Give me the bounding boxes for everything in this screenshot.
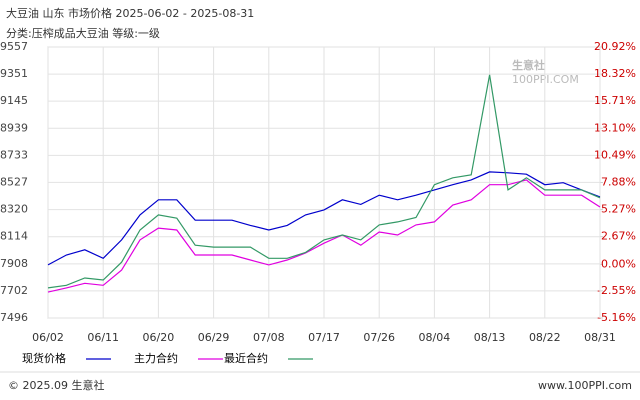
y-tick-label: 8320 <box>0 203 28 216</box>
x-tick-label: 07/08 <box>253 331 285 344</box>
chart-title: 大豆油 山东 市场价格 2025-06-02 - 2025-08-31 <box>6 6 254 20</box>
x-tick-label: 06/02 <box>32 331 64 344</box>
y2-tick-label: 10.49% <box>594 148 636 161</box>
legend-label: 现货价格 <box>22 351 66 365</box>
x-tick-label: 08/31 <box>584 331 616 344</box>
y2-tick-label: 20.92% <box>594 40 636 53</box>
watermark: 100PPI.COM <box>512 73 579 86</box>
y2-tick-label: -2.55% <box>597 284 636 297</box>
y2-tick-label: 7.88% <box>601 176 636 189</box>
x-tick-label: 06/11 <box>87 331 119 344</box>
y2-tick-label: 13.10% <box>594 121 636 134</box>
y-tick-label: 8733 <box>0 148 28 161</box>
y2-tick-label: 2.67% <box>601 230 636 243</box>
y-tick-label: 8114 <box>0 230 28 243</box>
y2-tick-label: 0.00% <box>601 257 636 270</box>
x-tick-label: 08/13 <box>474 331 506 344</box>
y2-tick-label: -5.16% <box>597 311 636 324</box>
y-tick-label: 9557 <box>0 40 28 53</box>
series-line <box>47 74 601 289</box>
y-tick-label: 7496 <box>0 311 28 324</box>
x-tick-label: 07/26 <box>363 331 395 344</box>
footer-left: © 2025.09 生意社 <box>8 378 104 392</box>
y-tick-label: 7908 <box>0 257 28 270</box>
legend-label: 最近合约 <box>224 351 268 365</box>
watermark: 生意社 <box>512 58 545 72</box>
series-line <box>47 179 601 293</box>
chart-subtitle: 分类:压榨成品大豆油 等级:一级 <box>6 26 160 40</box>
x-tick-label: 07/17 <box>308 331 340 344</box>
y-tick-label: 8939 <box>0 121 28 134</box>
footer-right: www.100PPI.com <box>538 379 632 392</box>
series-line <box>47 171 601 266</box>
y-tick-label: 9145 <box>0 94 28 107</box>
x-tick-label: 06/29 <box>198 331 230 344</box>
y-tick-label: 8527 <box>0 175 28 188</box>
y2-tick-label: 18.32% <box>594 67 636 80</box>
y2-tick-label: 5.27% <box>601 203 636 216</box>
x-tick-label: 08/22 <box>529 331 561 344</box>
x-tick-label: 08/04 <box>419 331 451 344</box>
y-tick-label: 9351 <box>0 67 28 80</box>
x-tick-label: 06/20 <box>143 331 175 344</box>
y2-tick-label: 15.71% <box>594 94 636 107</box>
y-tick-label: 7702 <box>0 284 28 297</box>
legend-label: 主力合约 <box>134 351 178 365</box>
